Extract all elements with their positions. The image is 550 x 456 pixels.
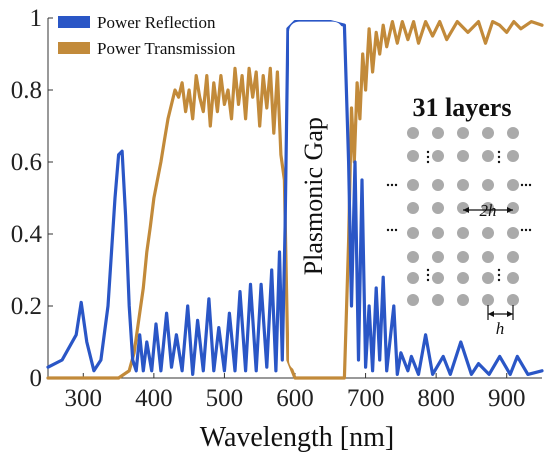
ellipsis-dot	[524, 183, 528, 187]
lattice-dot	[407, 179, 419, 191]
lattice-dot	[432, 294, 444, 306]
ellipsis-dot	[497, 155, 501, 159]
y-tick-label: 0.8	[11, 77, 42, 104]
lattice-dot	[482, 294, 494, 306]
ellipsis-dot	[386, 228, 390, 232]
gap-box	[289, 21, 343, 371]
ellipsis-dot	[426, 268, 430, 272]
plasmonic-gap-annotation: Plasmonic Gap	[289, 21, 343, 371]
lattice-dot	[457, 150, 469, 162]
ellipsis-dot	[528, 183, 532, 187]
ellipsis-dot	[390, 228, 394, 232]
lattice-dot	[482, 150, 494, 162]
lattice-dot	[457, 179, 469, 191]
lattice-dot	[432, 150, 444, 162]
ellipsis-dot	[426, 160, 430, 164]
legend-label: Power Transmission	[97, 39, 236, 58]
arrow-head	[488, 311, 494, 317]
arrow-head	[507, 207, 513, 213]
pitch-label: h	[496, 319, 505, 338]
legend-swatch	[58, 16, 90, 28]
y-tick-label: 0	[30, 365, 43, 392]
x-tick-label: 600	[276, 385, 314, 412]
lattice-dot	[432, 202, 444, 214]
x-tick-label: 900	[488, 385, 526, 412]
x-tick-label: 800	[417, 385, 455, 412]
ellipsis-dot	[426, 278, 430, 282]
arrow-head	[507, 311, 513, 317]
lattice-dot	[507, 227, 519, 239]
lattice-dot	[407, 227, 419, 239]
lattice-dot	[457, 294, 469, 306]
axes: 300 400 500 600 700 800 900 0 0.2 0.4 0.6 0.8 1	[11, 5, 542, 412]
legend-label: Power Reflection	[97, 13, 216, 32]
lattice-dot	[482, 251, 494, 263]
spacing-label: 2h	[480, 201, 497, 220]
lattice-dot	[457, 272, 469, 284]
lattice-dot	[482, 202, 494, 214]
series-line-transmission	[46, 20, 544, 380]
lattice-inset: 31 layers 2h h	[386, 93, 532, 338]
lattice-dot	[482, 127, 494, 139]
lattice-dot	[457, 227, 469, 239]
x-tick-label: 400	[135, 385, 173, 412]
lattice-dot	[457, 251, 469, 263]
ellipsis-dot	[497, 268, 501, 272]
lattice-dot	[407, 272, 419, 284]
ellipsis-dot	[426, 273, 430, 277]
lattice-dot	[507, 127, 519, 139]
ellipsis-dot	[386, 183, 390, 187]
lattice-dot	[407, 150, 419, 162]
y-tick-label: 0.6	[11, 149, 42, 176]
ellipsis-dot	[497, 278, 501, 282]
lattice-dot	[432, 127, 444, 139]
lattice-dot	[482, 179, 494, 191]
lattice-dot	[407, 202, 419, 214]
lattice-dot	[432, 272, 444, 284]
lattice-dot	[457, 127, 469, 139]
lattice-dot	[507, 251, 519, 263]
legend-swatch	[58, 42, 90, 54]
lattice-dot	[432, 227, 444, 239]
lattice-dot	[407, 294, 419, 306]
x-tick-label: 700	[347, 385, 385, 412]
lattice-dot	[482, 272, 494, 284]
lattice-dot	[507, 272, 519, 284]
plasmonic-gap-label: Plasmonic Gap	[299, 117, 328, 275]
ellipsis-dot	[426, 155, 430, 159]
lattice-dot	[407, 127, 419, 139]
ellipsis-dot	[390, 183, 394, 187]
lattice-dot	[507, 179, 519, 191]
ellipsis-dot	[394, 183, 398, 187]
y-tick-label: 0.4	[11, 221, 43, 248]
lattice-dot	[407, 251, 419, 263]
x-axis-label: Wavelength [nm]	[200, 422, 394, 453]
y-tick-label: 1	[30, 5, 43, 32]
lattice-dot	[432, 251, 444, 263]
y-tick-label: 0.2	[11, 293, 42, 320]
ellipsis-dot	[497, 160, 501, 164]
x-tick-label: 300	[65, 385, 103, 412]
arrow-head	[463, 207, 469, 213]
lattice-dot	[432, 179, 444, 191]
ellipsis-dot	[520, 183, 524, 187]
ellipsis-dot	[394, 228, 398, 232]
ellipsis-dot	[426, 150, 430, 154]
lattice-dot	[482, 227, 494, 239]
ellipsis-dot	[520, 228, 524, 232]
ellipsis-dot	[497, 150, 501, 154]
ellipsis-dot	[528, 228, 532, 232]
layers-label: 31 layers	[413, 93, 512, 122]
lattice-dot	[507, 294, 519, 306]
x-tick-label: 500	[206, 385, 244, 412]
lattice-dot	[507, 150, 519, 162]
ellipsis-dot	[497, 273, 501, 277]
series-line-reflection	[46, 20, 544, 376]
series-layer	[46, 20, 544, 380]
legend: Power Reflection Power Transmission	[58, 13, 236, 58]
ellipsis-dot	[524, 228, 528, 232]
